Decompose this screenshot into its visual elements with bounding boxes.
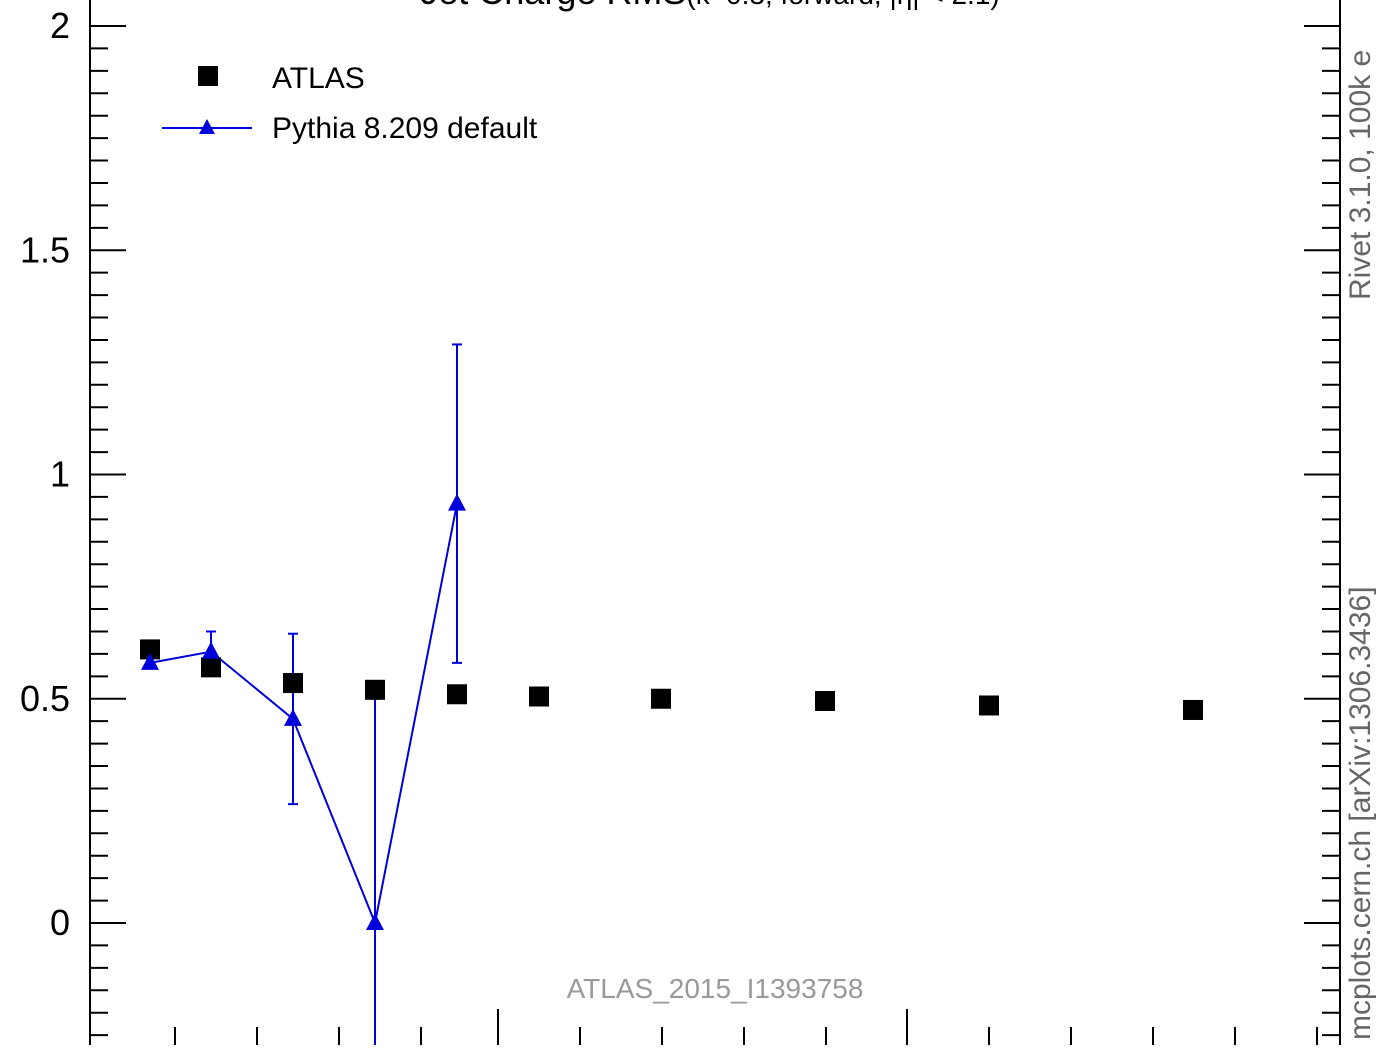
legend-marker-pythia (199, 119, 215, 134)
atlas-data-point (1183, 699, 1203, 720)
y-tick-label: 1 (50, 454, 70, 495)
analysis-watermark: ATLAS_2015_I1393758 (567, 973, 864, 1004)
atlas-data-point (529, 686, 549, 707)
legend-marker-atlas (198, 66, 218, 86)
side-label-mcplots: mcplots.cern.ch [arXiv:1306.3436] (1344, 586, 1377, 1040)
y-tick-label: 0 (50, 902, 70, 943)
atlas-data-point (447, 684, 467, 705)
legend: ATLAS Pythia 8.209 default (162, 62, 538, 145)
atlas-data-point (283, 673, 303, 694)
chart-title-main: Jet Charge RMS (420, 0, 686, 12)
atlas-data-point (201, 657, 221, 678)
atlas-data-point (979, 695, 999, 716)
y-tick-label: 1.5 (20, 229, 70, 270)
series-layer (140, 343, 1203, 1045)
pythia-data-point (284, 708, 302, 726)
atlas-data-point (815, 690, 835, 711)
pythia-data-point (202, 641, 220, 659)
axis-ticks (89, 25, 1340, 1045)
chart-title-sub: (κ=0.3, forward, |η| < 2.1) (686, 0, 999, 10)
y-tick-label: 2 (50, 5, 70, 46)
pythia-data-point (448, 493, 466, 511)
y-tick-label: 0.5 (20, 678, 70, 719)
y-tick-labels: 0 0.5 1 1.5 2 (20, 5, 70, 943)
atlas-data-point (140, 639, 160, 660)
atlas-data-point (651, 688, 671, 709)
side-label-rivet: Rivet 3.1.0, 100k e (1344, 50, 1377, 300)
chart-title: Jet Charge RMS(κ=0.3, forward, |η| < 2.1… (420, 0, 999, 12)
atlas-data-point (365, 679, 385, 700)
legend-label-atlas: ATLAS (272, 62, 365, 95)
pythia-data-point (366, 913, 384, 930)
legend-label-pythia: Pythia 8.209 default (272, 112, 538, 145)
pythia-data-point (141, 652, 159, 670)
